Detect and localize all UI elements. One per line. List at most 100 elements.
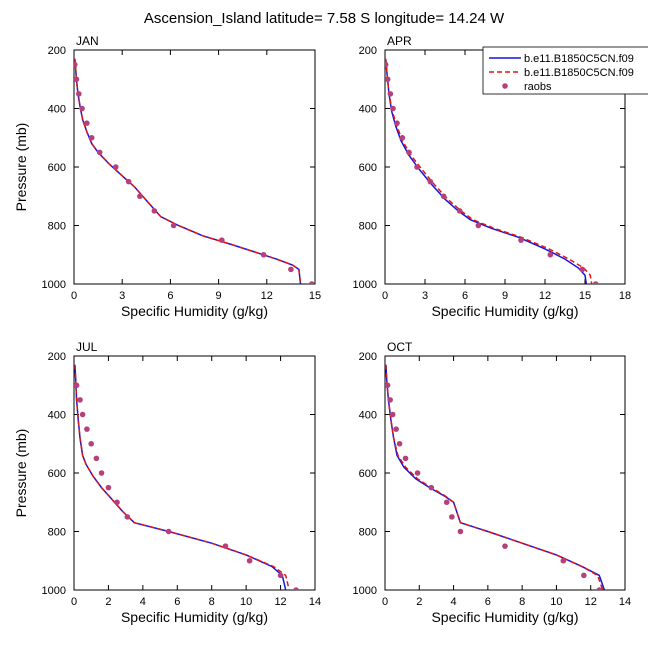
raobs-point	[581, 572, 587, 579]
raobs-point	[385, 76, 391, 83]
x-tick-label: 2	[105, 596, 111, 608]
raobs-point	[293, 587, 299, 590]
x-tick-label: 12	[261, 290, 273, 302]
raobs-point	[219, 237, 225, 243]
x-tick-label: 12	[539, 290, 551, 302]
raobs-point	[88, 134, 95, 141]
y-tick-label: 800	[359, 527, 377, 539]
x-tick-label: 0	[71, 596, 77, 608]
raobs-point	[308, 281, 315, 284]
raobs-point	[394, 120, 400, 126]
raobs-point	[518, 237, 524, 243]
x-tick-label: 6	[167, 290, 173, 302]
y-tick-label: 400	[359, 410, 377, 422]
raobs-point	[596, 587, 603, 590]
panel-oct: 0 2 4 6 8 10 12 14 200 400 600 800 1000 OCT Specific H…	[353, 340, 632, 625]
x-tick-label: 14	[309, 596, 321, 608]
raobs-point	[387, 397, 393, 403]
raobs-point	[246, 557, 253, 564]
x-tick-label: 12	[585, 596, 597, 608]
x-tick-label: 12	[274, 596, 286, 608]
raobs-point	[385, 61, 389, 68]
raobs-point	[449, 514, 455, 520]
raobs-point	[547, 251, 554, 258]
y-tick-label: 400	[48, 410, 66, 422]
legend-label: raobs	[524, 81, 552, 93]
x-tick-label: 3	[422, 290, 428, 302]
panel-jan: 0 3 6 9 12 15 200 400 600 800 1000 JAN Specific Humi…	[13, 34, 321, 319]
figure-title: Ascension_Island latitude= 7.58 S longit…	[144, 10, 505, 27]
y-tick-label: 200	[48, 45, 66, 57]
raobs-point	[414, 470, 421, 476]
model-line-dashed	[74, 58, 302, 284]
y-tick-label: 600	[359, 162, 377, 174]
raobs-point	[84, 426, 90, 432]
model-line-solid	[74, 58, 302, 284]
x-tick-label: 0	[71, 290, 77, 302]
raobs-point	[151, 208, 158, 214]
raobs-point	[124, 514, 131, 520]
series-group	[74, 58, 315, 284]
x-tick-label: 8	[209, 596, 215, 608]
plot-frame	[384, 355, 626, 591]
raobs-point	[579, 266, 586, 273]
y-tick-label: 600	[359, 468, 377, 480]
raobs-point	[414, 164, 420, 170]
x-tick-label: 14	[619, 596, 631, 608]
legend-label: b.e11.B1850C5CN.f09	[524, 53, 634, 65]
y-tick-label: 600	[48, 162, 66, 174]
x-tick-label: 10	[240, 596, 252, 608]
legend-box	[482, 46, 648, 95]
legend: b.e11.B1850C5CN.f09 b.e11.B1850C5CN.f09 ra…	[482, 46, 648, 95]
x-tick-label: 15	[309, 290, 321, 302]
model-line-solid	[385, 364, 606, 590]
raobs-point	[427, 178, 434, 185]
raobs-point	[84, 120, 90, 126]
y-tick-label: 400	[359, 104, 377, 116]
y-tick-label: 400	[48, 104, 66, 116]
raobs-point	[125, 178, 132, 185]
x-tick-label: 6	[174, 596, 180, 608]
raobs-point	[96, 149, 103, 156]
raobs-point	[170, 222, 177, 229]
y-tick-label: 200	[48, 351, 66, 363]
x-tick-label: 8	[519, 596, 525, 608]
raobs-point	[288, 266, 294, 273]
raobs-point	[79, 411, 86, 418]
y-tick-label: 800	[48, 527, 66, 539]
raobs-point	[502, 543, 508, 549]
raobs-point	[137, 193, 143, 200]
raobs-point	[385, 382, 391, 389]
plot-frame	[73, 355, 316, 591]
x-axis-title: Specific Humidity (g/kg)	[431, 609, 578, 625]
y-tick-label: 1000	[42, 279, 66, 291]
x-tick-label: 3	[119, 290, 125, 302]
y-tick-label: 1000	[353, 279, 377, 291]
panel-jul: 0 2 4 6 8 10 12 14 200 400 600 800 1000 JUL Specific H…	[13, 340, 321, 625]
y-tick-label: 800	[48, 221, 66, 233]
x-tick-label: 9	[216, 290, 222, 302]
raobs-point	[406, 149, 412, 156]
raobs-point	[105, 484, 112, 491]
x-tick-label: 18	[619, 290, 631, 302]
x-tick-label: 6	[485, 596, 491, 608]
raobs-point	[77, 397, 83, 403]
x-axis-title: Specific Humidity (g/kg)	[121, 609, 268, 625]
raobs-point	[475, 222, 482, 229]
raobs-point	[428, 484, 435, 491]
y-tick-label: 1000	[353, 585, 377, 597]
y-axis-title: Pressure (mb)	[13, 123, 29, 212]
raobs-point	[457, 528, 464, 535]
raobs-point	[93, 455, 100, 462]
raobs-point	[88, 440, 95, 447]
y-tick-label: 600	[48, 468, 66, 480]
x-axis-title: Specific Humidity (g/kg)	[431, 303, 578, 319]
raobs-point	[399, 134, 406, 141]
legend-swatch-marker	[502, 83, 508, 89]
y-tick-label: 1000	[42, 585, 66, 597]
panel-label: APR	[387, 34, 412, 48]
x-tick-label: 0	[382, 290, 388, 302]
x-tick-label: 15	[579, 290, 591, 302]
raobs-point	[456, 208, 463, 214]
